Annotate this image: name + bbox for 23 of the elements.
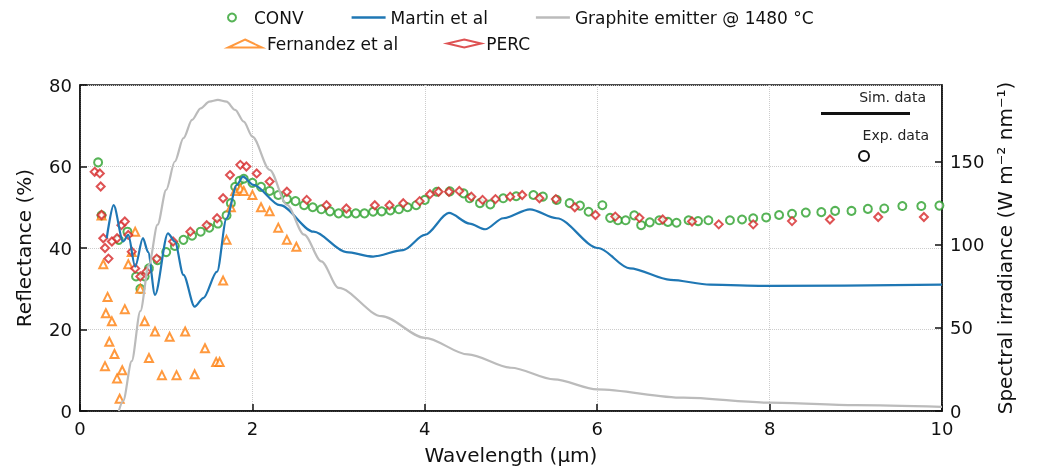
legend-label: PERC — [486, 33, 531, 54]
y2-tick-label: 150 — [950, 151, 985, 173]
y-tick-label: 0 — [60, 400, 72, 422]
x-tick-label: 6 — [591, 417, 603, 439]
y-tick-label: 60 — [49, 156, 72, 177]
x-tick-label: 2 — [246, 417, 259, 439]
y-tick-label: 20 — [49, 319, 72, 340]
y-tick-label: 80 — [49, 74, 72, 96]
annotation: Sim. data — [859, 89, 927, 105]
legend-label: Fernandez et al — [267, 33, 399, 54]
y-tick-label: 40 — [49, 237, 72, 259]
x-axis-title: Wavelength (µm) — [424, 443, 598, 467]
x-tick-label: 8 — [763, 417, 776, 439]
legend-label: CONV — [254, 7, 304, 28]
annotation: Exp. data — [862, 127, 929, 143]
x-tick-label: 0 — [74, 417, 86, 439]
x-tick-label: 4 — [419, 417, 431, 439]
legend-label: Graphite emitter @ 1480 °C — [574, 7, 814, 28]
y2-tick-label: 100 — [950, 234, 985, 256]
legend-label: Martin et al — [390, 7, 488, 28]
y2-tick-label: 50 — [950, 317, 973, 339]
y2-axis-title: Spectral irradiance (W m⁻² nm⁻¹) — [993, 81, 1018, 415]
y-axis-title: Reflectance (%) — [12, 168, 36, 328]
